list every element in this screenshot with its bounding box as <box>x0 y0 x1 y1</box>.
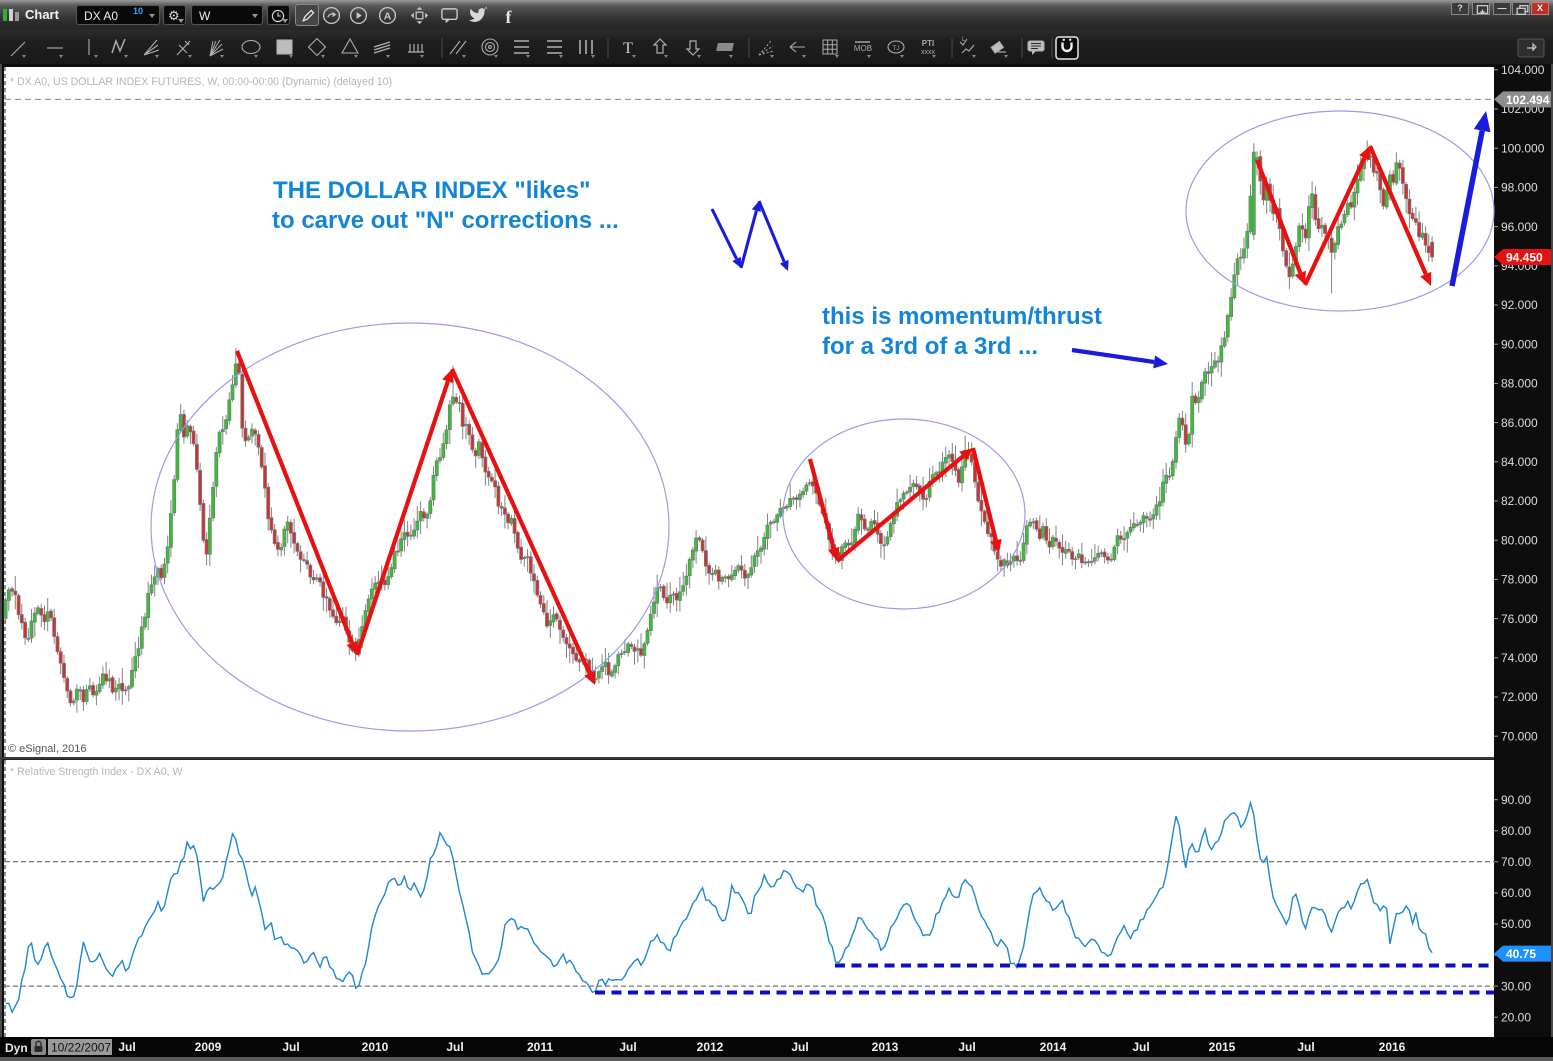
svg-text:© eSignal, 2016: © eSignal, 2016 <box>8 743 86 755</box>
svg-text:2012: 2012 <box>697 1040 724 1054</box>
svg-text:94.450: 94.450 <box>1506 251 1543 265</box>
svg-text:Jul: Jul <box>1297 1040 1314 1054</box>
svg-text:2014: 2014 <box>1040 1040 1067 1054</box>
svg-text:80.000: 80.000 <box>1501 533 1538 547</box>
svg-text:Jul: Jul <box>791 1040 808 1054</box>
svg-text:20.00: 20.00 <box>1501 1010 1531 1024</box>
svg-text:Jul: Jul <box>1132 1040 1149 1054</box>
svg-text:to carve out "N" corrections .: to carve out "N" corrections ... <box>272 207 619 234</box>
svg-text:L: L <box>962 37 966 43</box>
svg-text:f: f <box>506 7 513 26</box>
svg-text:xxxx: xxxx <box>921 49 936 56</box>
svg-text:MOB: MOB <box>854 44 872 53</box>
svg-text:PTI: PTI <box>922 39 934 48</box>
svg-text:88.000: 88.000 <box>1501 377 1538 391</box>
svg-text:* Relative Strength Index - DX: * Relative Strength Index - DX A0, W <box>10 766 183 778</box>
svg-text:82.000: 82.000 <box>1501 494 1538 508</box>
svg-text:98.000: 98.000 <box>1501 181 1538 195</box>
svg-text:2016: 2016 <box>1379 1040 1406 1054</box>
svg-text:30.00: 30.00 <box>1501 979 1531 993</box>
svg-text:this is momentum/thrust: this is momentum/thrust <box>822 303 1102 330</box>
svg-text:2013: 2013 <box>872 1040 899 1054</box>
svg-text:2010: 2010 <box>362 1040 389 1054</box>
svg-text:50.00: 50.00 <box>1501 917 1531 931</box>
svg-text:104.000: 104.000 <box>1501 64 1545 77</box>
svg-text:90.000: 90.000 <box>1501 337 1538 351</box>
svg-text:Jul: Jul <box>446 1040 463 1054</box>
svg-text:Jul: Jul <box>958 1040 975 1054</box>
svg-text:92.000: 92.000 <box>1501 298 1538 312</box>
svg-text:TJ: TJ <box>893 46 900 52</box>
svg-text:Jul: Jul <box>619 1040 636 1054</box>
svg-text:72.000: 72.000 <box>1501 690 1538 704</box>
svg-text:40.75: 40.75 <box>1506 947 1536 961</box>
svg-text:2009: 2009 <box>195 1040 222 1054</box>
svg-text:70.000: 70.000 <box>1501 729 1538 743</box>
svg-text:Jul: Jul <box>282 1040 299 1054</box>
svg-text:THE DOLLAR INDEX "likes": THE DOLLAR INDEX "likes" <box>273 177 590 204</box>
svg-text:A: A <box>384 11 392 22</box>
svg-text:86.000: 86.000 <box>1501 416 1538 430</box>
svg-text:84.000: 84.000 <box>1501 455 1538 469</box>
svg-text:Dyn: Dyn <box>5 1041 28 1055</box>
svg-text:90.00: 90.00 <box>1501 793 1531 807</box>
svg-text:60.00: 60.00 <box>1501 886 1531 900</box>
svg-text:* DX A0, US DOLLAR INDEX FUTUR: * DX A0, US DOLLAR INDEX FUTURES, W, 00:… <box>10 76 392 88</box>
svg-text:76.000: 76.000 <box>1501 612 1538 626</box>
svg-text:100.000: 100.000 <box>1501 141 1545 155</box>
svg-text:for a 3rd of a 3rd ...: for a 3rd of a 3rd ... <box>822 333 1038 360</box>
svg-text:80.00: 80.00 <box>1501 824 1531 838</box>
svg-text:74.000: 74.000 <box>1501 651 1538 665</box>
svg-text:70.00: 70.00 <box>1501 855 1531 869</box>
svg-text:96.000: 96.000 <box>1501 220 1538 234</box>
svg-text:102.494: 102.494 <box>1506 93 1550 107</box>
svg-text:78.000: 78.000 <box>1501 573 1538 587</box>
svg-text:T: T <box>623 40 633 57</box>
svg-text:2011: 2011 <box>527 1040 553 1054</box>
svg-text:10/22/2007: 10/22/2007 <box>51 1041 111 1055</box>
svg-text:2015: 2015 <box>1209 1040 1236 1054</box>
svg-text:Jul: Jul <box>118 1040 135 1054</box>
